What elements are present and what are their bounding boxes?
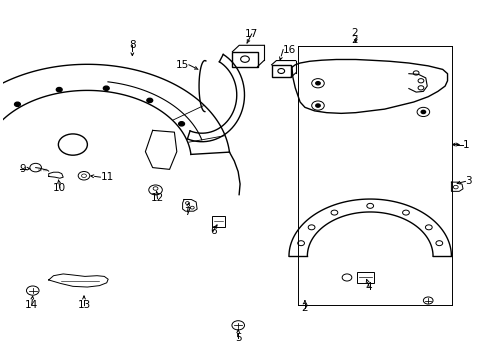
Text: 12: 12 [150, 193, 164, 203]
Text: 10: 10 [53, 183, 66, 193]
Text: 15: 15 [175, 60, 188, 70]
Circle shape [420, 110, 425, 113]
Bar [232, 52, 257, 67]
Circle shape [178, 122, 184, 126]
Bar [271, 65, 290, 77]
Circle shape [146, 98, 152, 103]
Text: 9: 9 [20, 164, 26, 174]
Text: 3: 3 [465, 176, 471, 186]
Circle shape [315, 82, 320, 85]
Text: 11: 11 [100, 172, 113, 182]
Circle shape [15, 102, 20, 107]
Text: 2: 2 [351, 28, 357, 38]
Bar [356, 272, 373, 283]
Text: 6: 6 [209, 226, 216, 237]
Text: 2: 2 [301, 303, 307, 313]
Text: 13: 13 [77, 300, 90, 310]
Text: 1: 1 [462, 140, 468, 149]
Text: 14: 14 [25, 300, 39, 310]
Text: 4: 4 [365, 282, 372, 292]
Text: 7: 7 [184, 207, 190, 217]
Text: 16: 16 [283, 45, 296, 55]
Text: 2: 2 [351, 35, 357, 45]
Bar [211, 216, 224, 227]
Text: 17: 17 [244, 29, 258, 39]
Text: 8: 8 [129, 40, 135, 50]
Circle shape [56, 87, 62, 92]
Circle shape [103, 86, 109, 90]
Circle shape [315, 104, 320, 107]
Text: 5: 5 [234, 333, 241, 343]
